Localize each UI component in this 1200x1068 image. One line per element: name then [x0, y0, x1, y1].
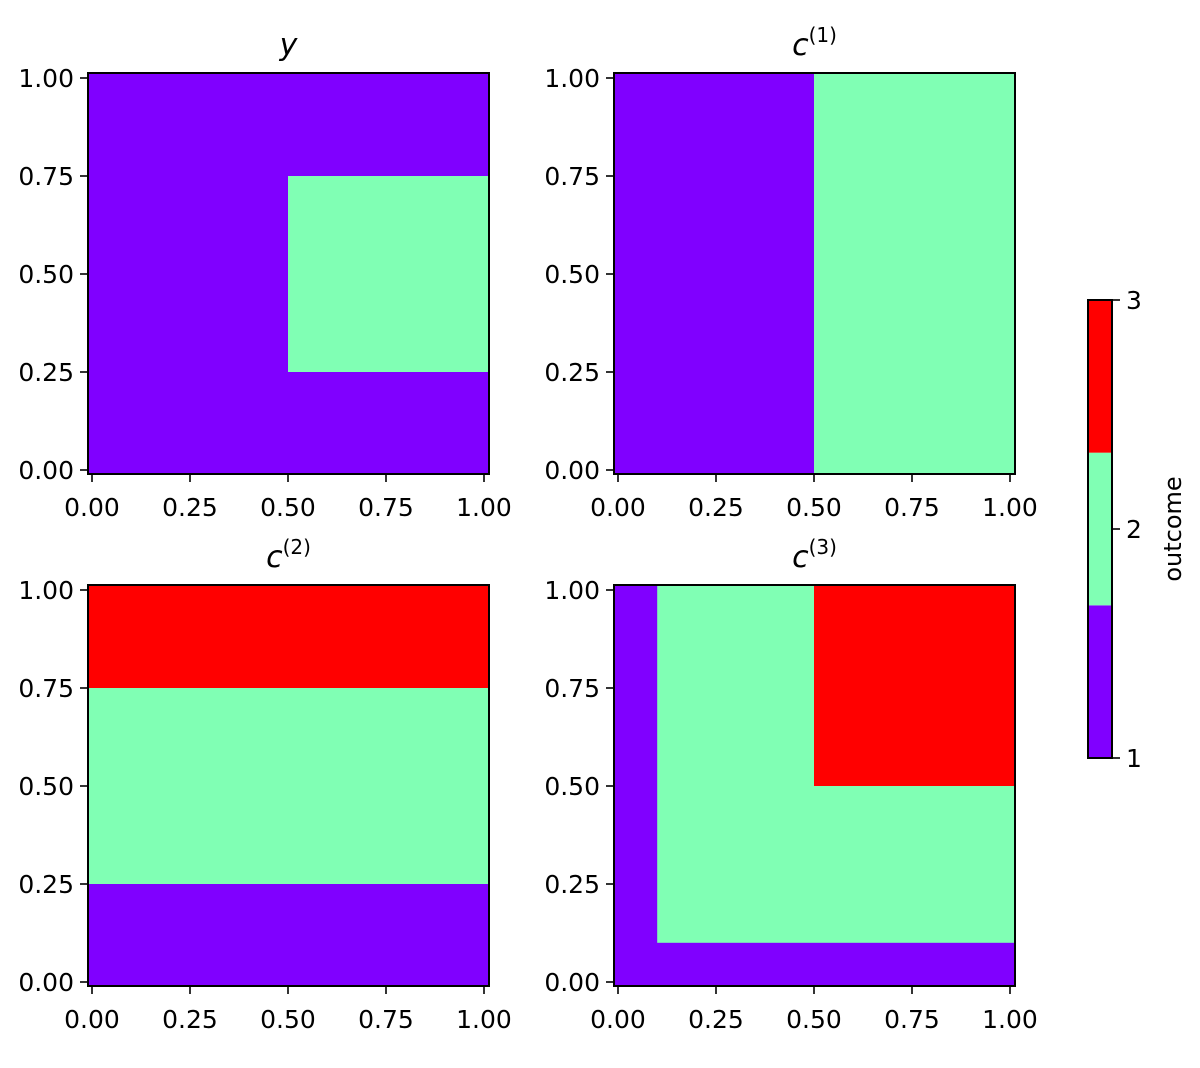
colorbar-segment-3 [1088, 300, 1112, 453]
x-tick-label: 1.00 [456, 1005, 512, 1034]
x-tick-label: 0.25 [162, 493, 218, 522]
y-tick-label: 0.75 [544, 162, 600, 191]
panel-title: y [279, 28, 299, 63]
x-tick-label: 0.50 [260, 1005, 316, 1034]
x-tick-label: 0.75 [358, 493, 414, 522]
y-tick-label: 0.75 [18, 674, 74, 703]
colorbar-tick-label: 3 [1126, 286, 1142, 315]
y-tick-label: 0.25 [18, 870, 74, 899]
y-tick-label: 0.50 [544, 772, 600, 801]
x-tick-label: 0.75 [884, 1005, 940, 1034]
y-tick-label: 1.00 [18, 576, 74, 605]
y-tick-label: 0.25 [18, 358, 74, 387]
y-tick-label: 1.00 [18, 64, 74, 93]
y-tick-label: 0.00 [18, 968, 74, 997]
x-tick-label: 1.00 [982, 493, 1038, 522]
colorbar-tick-label: 1 [1126, 744, 1142, 773]
x-tick-label: 0.00 [590, 1005, 646, 1034]
y-tick-label: 0.00 [544, 968, 600, 997]
x-tick-label: 0.25 [162, 1005, 218, 1034]
y-tick-label: 0.50 [544, 260, 600, 289]
panel-title: c(1) [792, 23, 837, 63]
region-outcome-2 [88, 688, 489, 884]
y-tick-label: 0.00 [544, 456, 600, 485]
panel-2: 0.00 0.25 0.50 0.75 1.00 0.00 0.25 0.50 0.75 1.00… [544, 23, 1038, 522]
colorbar-segment-2 [1088, 452, 1112, 606]
region-outcome-2 [814, 73, 1015, 474]
x-tick-label: 0.50 [260, 493, 316, 522]
x-tick-label: 0.25 [688, 493, 744, 522]
region-outcome-3 [814, 585, 1015, 786]
x-tick-label: 1.00 [982, 1005, 1038, 1034]
x-tick-label: 0.50 [786, 1005, 842, 1034]
y-tick-label: 0.75 [18, 162, 74, 191]
panel-1: 0.00 0.25 0.50 0.75 1.00 0.00 0.25 0.50 0.75 1.00… [18, 28, 512, 522]
x-tick-label: 0.00 [64, 1005, 120, 1034]
region-outcome-2 [288, 176, 489, 372]
colorbar-segment-1 [1088, 605, 1112, 758]
y-tick-label: 0.50 [18, 260, 74, 289]
colorbar: 1 2 3 outcome [1087, 286, 1187, 773]
panel-3: 0.00 0.25 0.50 0.75 1.00 0.00 0.25 0.50 0.75 1.00… [18, 535, 512, 1034]
region-outcome-3 [88, 585, 489, 688]
x-tick-label: 1.00 [456, 493, 512, 522]
colorbar-label: outcome [1159, 476, 1187, 581]
panel-4: 0.00 0.25 0.50 0.75 1.00 0.00 0.25 0.50 0.75 1.00… [544, 535, 1038, 1034]
x-tick-label: 0.25 [688, 1005, 744, 1034]
x-tick-label: 0.75 [884, 493, 940, 522]
x-tick-label: 0.00 [590, 493, 646, 522]
x-tick-label: 0.00 [64, 493, 120, 522]
y-tick-label: 0.00 [18, 456, 74, 485]
panel-title: c(2) [266, 535, 311, 575]
y-tick-label: 1.00 [544, 576, 600, 605]
x-tick-label: 0.75 [358, 1005, 414, 1034]
colorbar-tick-label: 2 [1126, 515, 1142, 544]
y-tick-label: 1.00 [544, 64, 600, 93]
y-tick-label: 0.50 [18, 772, 74, 801]
x-tick-label: 0.50 [786, 493, 842, 522]
panel-title: c(3) [792, 535, 837, 575]
y-tick-label: 0.25 [544, 870, 600, 899]
y-tick-label: 0.25 [544, 358, 600, 387]
y-tick-label: 0.75 [544, 674, 600, 703]
